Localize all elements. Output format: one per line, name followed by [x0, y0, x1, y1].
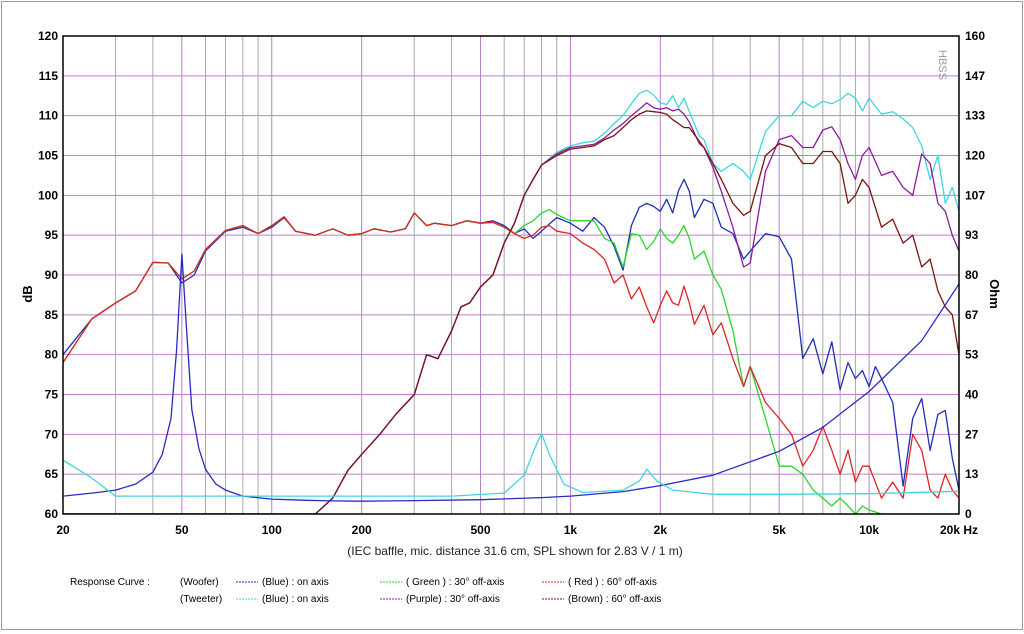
legend-label: (Purple) : 30° off-axis	[406, 594, 500, 605]
y-tick-label-right: 13	[965, 467, 979, 481]
chart-caption: (IEC baffle, mic. distance 31.6 cm, SPL …	[347, 544, 682, 558]
y-tick-label-right: 160	[965, 29, 985, 43]
y-tick-label-right: 120	[965, 149, 985, 163]
x-tick-label: 20	[56, 523, 70, 537]
y-tick-label-left: 120	[38, 29, 58, 43]
x-tick-label: 100	[262, 523, 282, 537]
y-tick-label-left: 70	[45, 427, 59, 441]
axes: 20 50 100 200 500 1k 2k 5k 10k 20k Hz 60 65 70 75 80 85…	[38, 29, 985, 537]
legend: Response Curve : (Woofer) (Blue) : on axis…	[70, 577, 661, 605]
series-line-5	[63, 110, 959, 514]
curves	[63, 89, 959, 514]
legend-label: (Blue) : on axis	[262, 594, 329, 605]
x-tick-label: 1k	[564, 523, 578, 537]
y-tick-label-right: 107	[965, 188, 985, 202]
x-tick-label: 2k	[654, 523, 668, 537]
legend-label: ( Green ) : 30° off-axis	[406, 577, 504, 588]
y-tick-label-left: 90	[45, 268, 59, 282]
y-axis-right-label: Ohm	[987, 279, 1002, 309]
y-tick-label-right: 40	[965, 388, 979, 402]
x-tick-label: 500	[471, 523, 491, 537]
watermark: HBSS	[936, 50, 948, 80]
y-tick-label-right: 147	[965, 69, 985, 83]
legend-label: ( Red ) : 60° off-axis	[568, 577, 657, 588]
series-line-1	[63, 209, 959, 514]
y-tick-label-left: 105	[38, 149, 58, 163]
legend-group: (Woofer)	[180, 577, 219, 588]
y-tick-label-right: 80	[965, 268, 979, 282]
x-tick-label: 5k	[773, 523, 787, 537]
y-tick-label-left: 85	[45, 308, 59, 322]
x-tick-label: 20k Hz	[940, 523, 978, 537]
y-tick-label-left: 100	[38, 188, 58, 202]
y-tick-label-left: 110	[39, 109, 59, 123]
legend-title: Response Curve :	[70, 577, 150, 588]
y-axis-left-label: dB	[20, 285, 35, 302]
plot-border	[62, 35, 960, 515]
y-tick-label-left: 95	[45, 228, 59, 242]
series-line-2	[63, 212, 959, 499]
y-tick-label-right: 67	[965, 308, 979, 322]
y-tick-label-right: 93	[965, 228, 979, 242]
series-line-7	[63, 432, 959, 497]
x-tick-label: 50	[175, 523, 189, 537]
y-tick-label-left: 60	[45, 507, 59, 521]
series-line-6	[63, 253, 959, 502]
y-tick-label-left: 115	[39, 69, 59, 83]
legend-label: (Blue) : on axis	[262, 577, 329, 588]
legend-group: (Tweeter)	[180, 594, 222, 605]
x-tick-label: 200	[352, 523, 372, 537]
series-line-4	[63, 102, 959, 514]
series-line-3	[63, 89, 959, 514]
legend-label: (Brown) : 60° off-axis	[568, 594, 661, 605]
y-tick-label-right: 53	[965, 348, 979, 362]
x-tick-label: 10k	[859, 523, 879, 537]
y-tick-label-right: 0	[965, 507, 972, 521]
y-tick-label-left: 65	[45, 467, 59, 481]
y-tick-label-right: 27	[965, 427, 979, 441]
y-tick-label-right: 133	[965, 109, 985, 123]
y-tick-label-left: 80	[45, 348, 59, 362]
y-tick-label-left: 75	[45, 388, 59, 402]
